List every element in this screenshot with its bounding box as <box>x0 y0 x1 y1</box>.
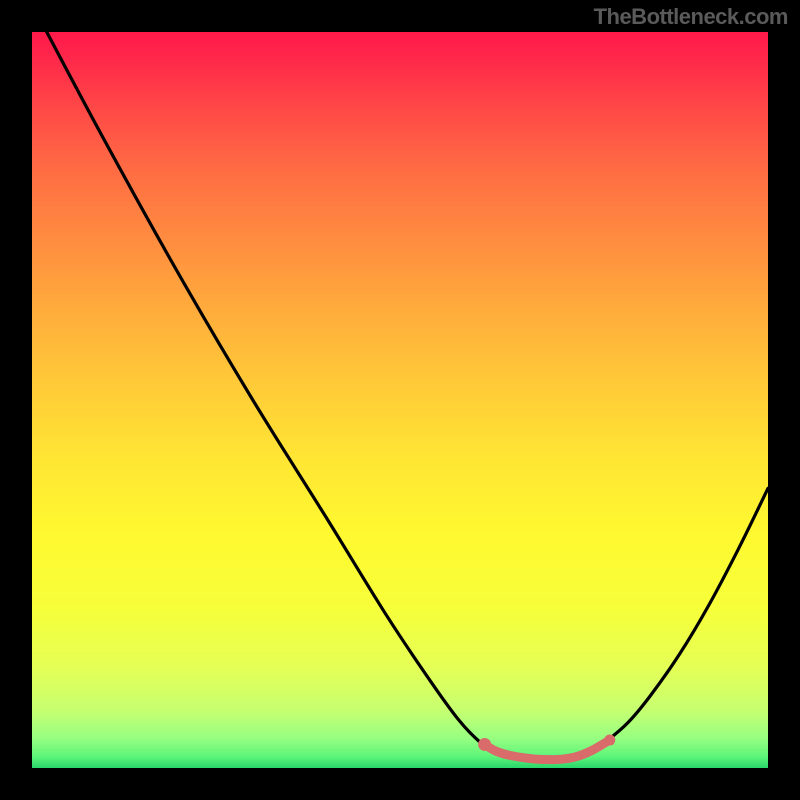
plot-area <box>32 32 768 768</box>
watermark-text: TheBottleneck.com <box>594 4 788 30</box>
chart-container: TheBottleneck.com <box>0 0 800 800</box>
optimal-range-start-icon <box>478 738 491 751</box>
curve-left-branch <box>47 32 547 760</box>
curve-layer <box>32 32 768 768</box>
optimal-range-end-icon <box>604 735 615 746</box>
optimal-range-marker <box>478 735 615 760</box>
curve-right-branch <box>547 488 768 760</box>
